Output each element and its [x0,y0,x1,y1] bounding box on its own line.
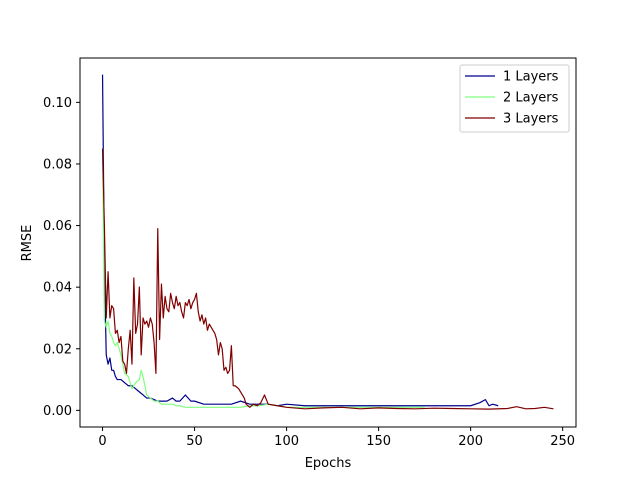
legend-label-1: 1 Layers [503,70,559,85]
x-tick-label: 0 [98,434,106,449]
y-tick-label: 0.06 [43,219,72,234]
x-tick-label: 250 [550,434,575,449]
y-tick-label: 0.04 [43,281,72,296]
x-tick-label: 50 [186,434,203,449]
series-line-2 [101,148,425,408]
legend-label-2: 2 Layers [503,91,559,106]
y-tick-label: 0.00 [43,404,72,419]
y-tick-label: 0.02 [43,342,72,357]
series-line-3 [101,148,554,410]
x-tick-label: 150 [366,434,391,449]
x-axis-label: Epochs [305,456,352,471]
series-line-1 [101,74,499,407]
y-axis-label: RMSE [20,225,35,262]
y-tick-label: 0.10 [43,96,72,111]
plot-lines [101,74,554,410]
x-tick-label: 100 [274,434,299,449]
x-axis: 0 50 100 150 200 250 [98,427,575,449]
legend-label-3: 3 Layers [503,112,559,127]
legend-box [459,64,570,133]
plot-frame [79,57,577,428]
y-tick-label: 0.08 [43,157,72,172]
y-axis: 0.00 0.02 0.04 0.06 0.08 0.10 [43,96,80,419]
x-tick-label: 200 [458,434,483,449]
legend: 1 Layers 2 Layers 3 Layers [459,64,570,133]
